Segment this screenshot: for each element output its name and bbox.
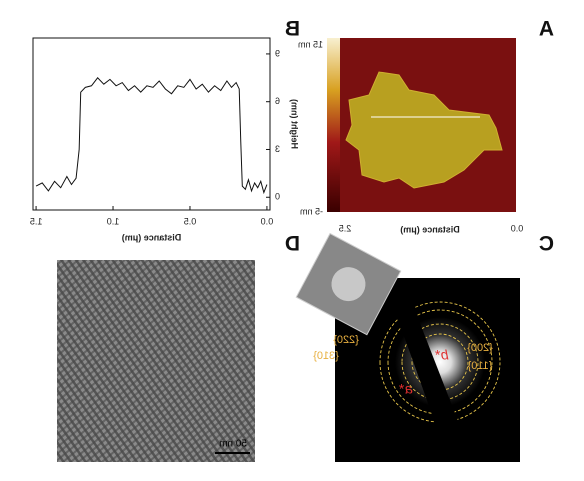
ring-label: {110} [467, 360, 492, 372]
reciprocal-axis: b* [435, 347, 449, 363]
y-tick-label: 9 [275, 48, 280, 58]
y-axis-label: Height (nm) [290, 99, 300, 149]
diffraction-ring [401, 323, 479, 401]
colorbar-label: -5 nm [300, 206, 323, 216]
plot-frame [32, 37, 271, 211]
ring-label: {310} [313, 350, 339, 362]
y-tick-label: 6 [275, 96, 280, 106]
diffraction-ring [411, 333, 469, 391]
x-axis-label: Distance (μm) [122, 232, 182, 242]
panel-label: B [285, 18, 300, 41]
x-tick-label: 1.0 [107, 216, 120, 226]
panel-label: C [539, 233, 554, 256]
inset [295, 232, 402, 336]
panel-label: A [539, 18, 554, 41]
tem-texture [57, 260, 255, 462]
diffraction-ring [379, 301, 501, 423]
beam-stop [384, 280, 474, 462]
afm-axis-label: Distance (μm) [400, 224, 460, 234]
ring-label: {220} [333, 334, 359, 346]
x-tick-label: 1.5 [30, 216, 43, 226]
x-tick-label: 0.0 [261, 216, 274, 226]
scale-bar-label: 50 nm [219, 439, 247, 450]
height-profile [35, 77, 268, 195]
x-tick-label: 0.5 [184, 216, 197, 226]
panel-label: D [285, 233, 300, 256]
afm-tick-label: 0.0 [511, 223, 524, 233]
y-tick-label: 3 [275, 144, 280, 154]
selected-area [331, 267, 366, 302]
y-tick-label: 0 [275, 192, 280, 202]
flake [345, 71, 503, 189]
afm-tick-label: 2.5 [339, 223, 352, 233]
reciprocal-axis: a* [399, 381, 413, 397]
colorbar-label: 15 nm [298, 39, 323, 49]
ring-label: {200} [467, 342, 493, 354]
colorbar [327, 38, 340, 212]
